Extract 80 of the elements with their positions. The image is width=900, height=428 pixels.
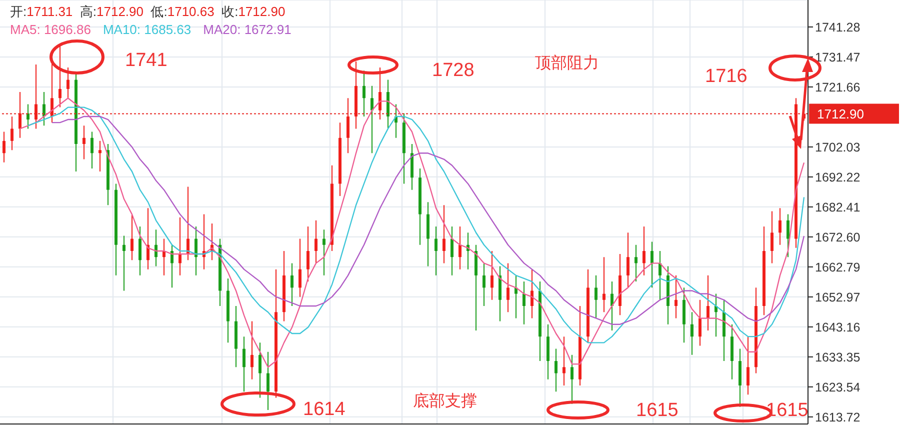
candlestick — [746, 336, 750, 396]
candlestick — [178, 216, 182, 276]
y-tick-label: 1643.16 — [815, 320, 860, 334]
candlestick — [634, 244, 638, 282]
candlestick — [674, 274, 678, 319]
y-tick-label: 1613.72 — [815, 410, 860, 424]
candlestick — [490, 250, 494, 300]
candlestick — [570, 354, 574, 404]
candlestick — [458, 226, 462, 270]
candlestick — [602, 256, 606, 313]
text: MA10: 1685.63 — [102, 22, 192, 37]
y-tick-label: 1623.54 — [815, 380, 860, 394]
annotation: 顶部阻力 — [535, 54, 599, 72]
y-tick-label: 1662.79 — [815, 260, 860, 274]
candlestick — [482, 262, 486, 306]
candlestick — [514, 274, 518, 319]
annotation: 1615 — [766, 400, 808, 421]
text: MA5: 1696.86 — [10, 22, 91, 37]
candlestick — [250, 320, 254, 380]
annotation: 1614 — [303, 399, 346, 420]
candlestick — [266, 351, 270, 410]
y-tick-label: 1652.97 — [815, 290, 860, 304]
y-tick-label: 1633.35 — [815, 350, 860, 364]
y-tick-label: 1682.41 — [815, 200, 860, 214]
candlestick — [10, 116, 14, 151]
text: MA20: 1672.91 — [203, 22, 292, 37]
candlestick — [786, 214, 790, 258]
candlestick — [658, 250, 662, 300]
annotation: 底部支撑 — [413, 392, 477, 410]
candlestick — [98, 140, 102, 172]
y-tick-label: 1731.47 — [815, 50, 860, 64]
candlestick — [642, 226, 646, 276]
candlestick — [434, 226, 438, 276]
candlestick — [594, 274, 598, 319]
y-tick-label: 1702.03 — [815, 140, 860, 154]
annotation: 1716 — [705, 66, 748, 87]
candlestick — [362, 70, 366, 117]
y-tick-label: 1741.28 — [815, 20, 860, 34]
candlestick — [778, 208, 782, 246]
candlestick — [298, 238, 302, 298]
candlestick — [2, 131, 6, 163]
candlestick — [242, 336, 246, 392]
y-tick-label: 1672.60 — [815, 230, 860, 244]
candlestick — [530, 268, 534, 319]
candlestick — [306, 226, 310, 282]
candlestick — [442, 204, 446, 264]
candlestick — [138, 226, 142, 276]
y-tick-label: 1721.66 — [815, 80, 860, 94]
candlestick — [258, 342, 262, 398]
candlestick — [186, 186, 190, 261]
candlestick — [554, 348, 558, 392]
candlestick — [58, 46, 62, 108]
candlestick — [26, 104, 30, 130]
candlestick — [690, 312, 694, 356]
candlestick — [194, 226, 198, 276]
candlestick — [290, 262, 294, 306]
candlestick — [562, 336, 566, 386]
candlestick — [82, 125, 86, 160]
chart-title: 开:1711.31 高:1712.90 低:1710.63 收:1712.90 — [10, 4, 286, 19]
annotation: 1615 — [636, 400, 678, 421]
annotation: 1728 — [432, 60, 474, 81]
candlestick — [626, 232, 630, 288]
candlestick — [698, 299, 702, 346]
candlestick — [370, 85, 374, 154]
candlestick — [770, 210, 774, 264]
y-tick-label: 1692.22 — [815, 170, 860, 184]
candlestick — [450, 226, 454, 276]
candlestick — [42, 92, 46, 126]
ref-line-label: 1712.90 — [817, 106, 864, 122]
candlestick — [130, 214, 134, 261]
annotation: 1741 — [125, 50, 168, 71]
candlestick — [314, 220, 318, 264]
candlestick — [122, 235, 126, 292]
candlestick — [506, 262, 510, 313]
candlestick — [66, 67, 70, 99]
candlestick — [706, 274, 710, 331]
candlestick — [522, 281, 526, 325]
candlestick — [90, 131, 94, 169]
candlestick — [650, 241, 654, 288]
candlestick — [322, 229, 326, 276]
